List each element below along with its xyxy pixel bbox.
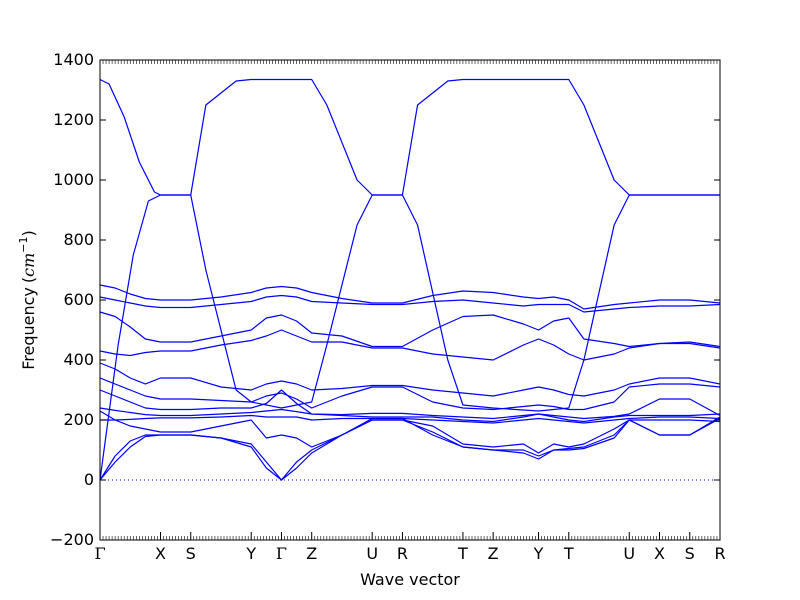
x-tick-label-T: T (563, 544, 574, 563)
band-line-5 (99, 311, 721, 348)
band-line-2 (99, 194, 720, 481)
band-line-9 (99, 389, 721, 423)
y-axis-title-unit-open: ( (19, 277, 38, 283)
y-axis-title-main: Frequency (19, 287, 38, 370)
x-tick-label-Γ: Γ (94, 544, 105, 563)
y-tick-label: 1200 (53, 110, 94, 129)
x-tick-label-R: R (714, 544, 725, 563)
x-tick-label-X: X (155, 544, 166, 563)
band-line-6 (99, 329, 721, 361)
y-tick-label: 200 (63, 410, 94, 429)
plot-frame (99, 59, 721, 541)
x-tick-label-Z: Z (306, 544, 317, 563)
y-tick-label: 0 (84, 470, 94, 489)
y-tick-label: 400 (63, 350, 94, 369)
y-tick-label: −200 (50, 530, 94, 549)
band-line-8 (99, 377, 721, 411)
band-lines-group (99, 78, 721, 481)
x-tick-label-S: S (186, 544, 196, 563)
y-tick-labels: −200 0 200 400 600 800 1000 1200 1400 (50, 50, 94, 549)
x-tick-label-Y: Y (533, 544, 544, 563)
x-tick-label-X: X (654, 544, 665, 563)
x-tick-label-Y: Y (245, 544, 256, 563)
x-tick-label-U: U (623, 544, 635, 563)
band-line-14 (99, 417, 721, 481)
x-tick-label-S: S (685, 544, 695, 563)
y-tick-label: 1000 (53, 170, 94, 189)
x-tick-label-T: T (457, 544, 468, 563)
y-axis-title-unit: cm (19, 253, 38, 277)
band-line-4 (99, 294, 721, 313)
y-tick-label: 600 (63, 290, 94, 309)
y-axis-title-unit-close: ) (19, 230, 38, 236)
x-axis-title: Wave vector (360, 570, 460, 589)
y-tick-label: 800 (63, 230, 94, 249)
x-tick-label-U: U (366, 544, 378, 563)
band-line-10 (99, 398, 721, 420)
axis-ticks-group (99, 59, 721, 541)
x-tick-label-Z: Z (488, 544, 499, 563)
band-line-3 (99, 284, 721, 310)
y-axis-title: Frequency (cm−1) (17, 230, 38, 370)
band-line-1 (99, 78, 720, 196)
x-tick-label-R: R (397, 544, 408, 563)
y-axis-title-unit-exponent: −1 (17, 236, 30, 252)
band-line-7 (99, 362, 721, 397)
x-tick-label-Γ: Γ (276, 544, 287, 563)
y-tick-label: 1400 (53, 50, 94, 69)
